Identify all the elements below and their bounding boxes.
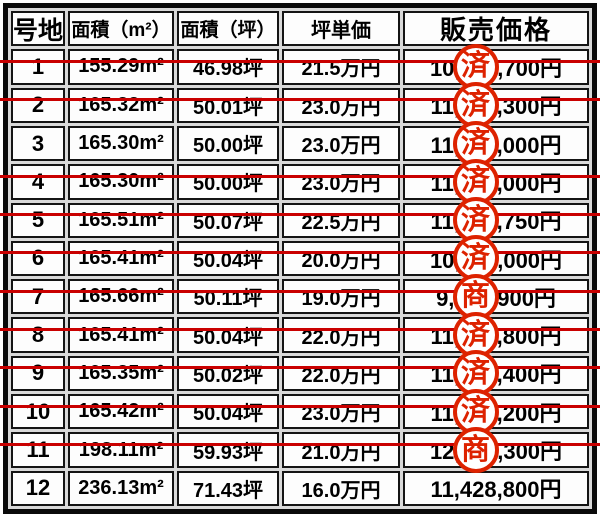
row-8-sqm: 165.41m² bbox=[68, 317, 174, 353]
row-12-sqm: 236.13m² bbox=[68, 470, 174, 506]
header-sales-price: 販売価格 bbox=[403, 11, 589, 47]
row-4-tsubo: 50.00坪 bbox=[177, 164, 279, 200]
row-9-tsubo: 50.02坪 bbox=[177, 355, 279, 392]
row-8-price: 11,008,800円 bbox=[403, 317, 589, 353]
row-1-unit: 21.5万円 bbox=[282, 49, 400, 85]
row-2-price: 11,502,300円 bbox=[403, 87, 589, 123]
row-12-tsubo: 71.43坪 bbox=[177, 470, 279, 506]
row-10-tsubo: 50.04坪 bbox=[177, 394, 279, 430]
row-8-lot: 8 bbox=[11, 317, 65, 353]
header-area-sqm: 面積（m²） bbox=[68, 11, 174, 47]
row-5-sqm: 165.51m² bbox=[68, 202, 174, 238]
row-8-tsubo: 50.04坪 bbox=[177, 317, 279, 353]
row-2-unit: 23.0万円 bbox=[282, 87, 400, 123]
row-4-price: 11,500,000円 bbox=[403, 164, 589, 200]
row-9-unit: 22.0万円 bbox=[282, 355, 400, 392]
row-9-price: 11,004,400円 bbox=[403, 355, 589, 392]
row-3-lot: 3 bbox=[11, 125, 65, 162]
row-6-lot: 6 bbox=[11, 240, 65, 277]
price-table: 号地 面積（m²） 面積（坪） 坪単価 販売価格 1 155.29m² 46.98坪… bbox=[3, 3, 597, 514]
header-area-tsubo: 面積（坪） bbox=[177, 11, 279, 47]
row-1-price: 10,100,700円 bbox=[403, 49, 589, 85]
row-5-tsubo: 50.07坪 bbox=[177, 202, 279, 238]
row-2-lot: 2 bbox=[11, 87, 65, 123]
row-10-unit: 23.0万円 bbox=[282, 394, 400, 430]
row-6-sqm: 165.41m² bbox=[68, 240, 174, 277]
row-7-sqm: 165.66m² bbox=[68, 279, 174, 315]
row-7-price: 9,520,900円 bbox=[403, 279, 589, 315]
row-2-sqm: 165.32m² bbox=[68, 87, 174, 123]
row-5-unit: 22.5万円 bbox=[282, 202, 400, 238]
row-5-price: 11,265,750円 bbox=[403, 202, 589, 238]
row-7-unit: 19.0万円 bbox=[282, 279, 400, 315]
row-3-sqm: 165.30m² bbox=[68, 125, 174, 162]
row-6-tsubo: 50.04坪 bbox=[177, 240, 279, 277]
row-4-unit: 23.0万円 bbox=[282, 164, 400, 200]
row-5-lot: 5 bbox=[11, 202, 65, 238]
row-11-lot: 11 bbox=[11, 432, 65, 468]
row-11-tsubo: 59.93坪 bbox=[177, 432, 279, 468]
row-3-price: 11,500,000円 bbox=[403, 125, 589, 162]
row-9-lot: 9 bbox=[11, 355, 65, 392]
row-11-sqm: 198.11m² bbox=[68, 432, 174, 468]
row-4-lot: 4 bbox=[11, 164, 65, 200]
row-1-sqm: 155.29m² bbox=[68, 49, 174, 85]
row-12-unit: 16.0万円 bbox=[282, 470, 400, 506]
row-10-sqm: 165.42m² bbox=[68, 394, 174, 430]
row-8-unit: 22.0万円 bbox=[282, 317, 400, 353]
row-1-tsubo: 46.98坪 bbox=[177, 49, 279, 85]
row-12-lot: 12 bbox=[11, 470, 65, 506]
header-unit-price: 坪単価 bbox=[282, 11, 400, 47]
row-12-price: 11,428,800円 bbox=[403, 470, 589, 506]
row-6-unit: 20.0万円 bbox=[282, 240, 400, 277]
header-lot-number: 号地 bbox=[11, 11, 65, 47]
row-11-unit: 21.0万円 bbox=[282, 432, 400, 468]
row-10-lot: 10 bbox=[11, 394, 65, 430]
row-3-tsubo: 50.00坪 bbox=[177, 125, 279, 162]
row-7-tsubo: 50.11坪 bbox=[177, 279, 279, 315]
row-4-sqm: 165.30m² bbox=[68, 164, 174, 200]
row-11-price: 12,585,300円 bbox=[403, 432, 589, 468]
row-9-sqm: 165.35m² bbox=[68, 355, 174, 392]
row-7-lot: 7 bbox=[11, 279, 65, 315]
row-10-price: 11,509,200円 bbox=[403, 394, 589, 430]
row-1-lot: 1 bbox=[11, 49, 65, 85]
row-3-unit: 23.0万円 bbox=[282, 125, 400, 162]
row-6-price: 10,008,000円 bbox=[403, 240, 589, 277]
row-2-tsubo: 50.01坪 bbox=[177, 87, 279, 123]
